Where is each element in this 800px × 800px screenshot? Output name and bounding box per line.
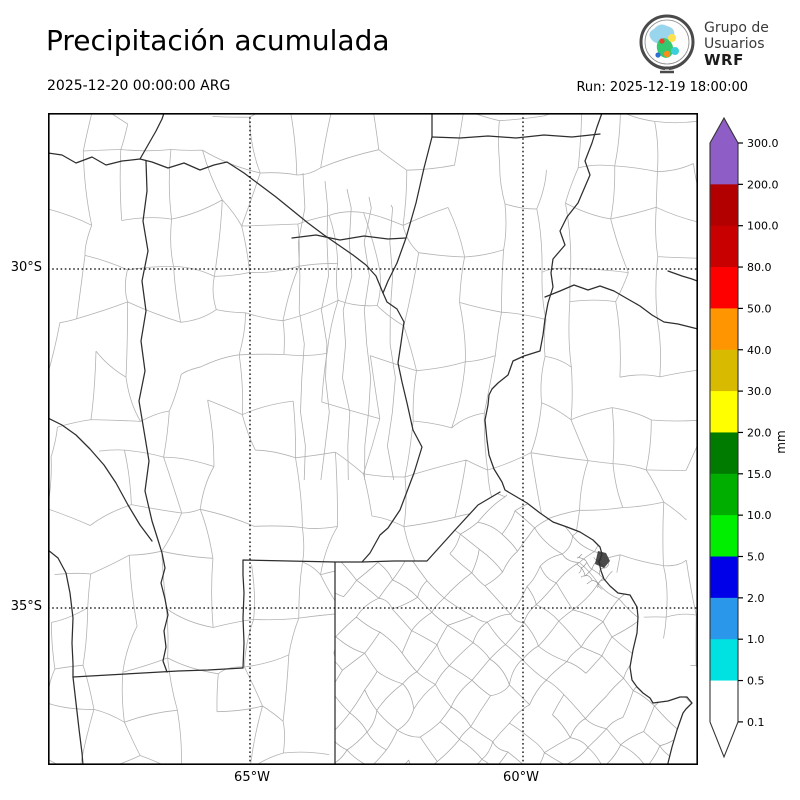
wrf-logo-globe-icon <box>639 14 695 74</box>
colorbar-top-arrow <box>710 118 738 143</box>
colorbar-units-label: mm <box>774 430 788 453</box>
map-frame <box>48 113 698 765</box>
border-cordoba-wedge <box>361 113 433 563</box>
border-northwest-branch <box>139 113 165 160</box>
colorbar-segment <box>710 184 738 227</box>
colorbar-tick-label: 30.0 <box>747 385 772 398</box>
cordoba-department-strips <box>297 172 396 481</box>
colorbar-segment <box>710 225 738 268</box>
rio-de-la-plata-water <box>593 540 698 765</box>
colorbar-tick-label: 50.0 <box>747 302 772 315</box>
colorbar-tick-label: 40.0 <box>747 344 772 357</box>
parana-river <box>484 113 693 765</box>
colorbar-segment <box>710 432 738 475</box>
colorbar-segment <box>710 391 738 433</box>
colorbar-tick-label: 20.0 <box>747 426 772 439</box>
colorbar-segment <box>710 267 738 309</box>
department-boundaries-mesh <box>48 113 698 765</box>
colorbar-segment <box>710 143 738 185</box>
border-santafe-north <box>431 133 601 139</box>
colorbar-segment <box>710 639 738 682</box>
wrf-users-group-logo: Grupo de Usuarios WRF <box>636 8 796 80</box>
colorbar-tick-label: 0.5 <box>747 675 765 688</box>
buenosaires-province-area <box>335 492 692 765</box>
logo-text-line1: Grupo de <box>704 20 769 36</box>
logo-text-line2: Usuarios <box>704 36 765 52</box>
colorbar-segment <box>710 515 738 557</box>
colorbar-tick-label: 10.0 <box>747 509 772 522</box>
logo-text-wrf: WRF <box>704 51 744 69</box>
colorbar-bottom-arrow <box>710 721 738 757</box>
colorbar-tick-label: 100.0 <box>747 220 779 233</box>
page-title: Precipitación acumulada <box>46 24 390 57</box>
lat-label-30s: 30°S <box>10 260 42 275</box>
precipitation-colorbar: 300.0 200.0 100.0 80.0 50.0 40.0 30.0 20.0 15.0 1… <box>709 116 788 759</box>
colorbar-tick-label: 2.0 <box>747 592 765 605</box>
lon-label-65w: 65°W <box>234 770 270 785</box>
border-cordoba-sanluis <box>242 559 336 669</box>
lat-label-35s: 35°S <box>10 599 42 614</box>
border-north-spur <box>291 234 407 241</box>
colorbar-tick-label: 200.0 <box>747 178 779 191</box>
map-panel <box>48 113 698 765</box>
border-lapampa-west <box>72 676 84 765</box>
colorbar-segment <box>710 308 738 351</box>
border-northeast-short <box>667 270 698 282</box>
graticule-gridlines <box>48 113 698 765</box>
border-sanluis-lapampa <box>72 667 244 678</box>
valid-time-label: 2025-12-20 00:00:00 ARG <box>47 78 231 94</box>
colorbar-tick-label: 300.0 <box>747 137 779 150</box>
lon-label-60w: 60°W <box>503 770 539 785</box>
west-meander-river <box>138 160 169 673</box>
border-northwest <box>48 152 384 294</box>
province-borders <box>48 113 698 765</box>
border-mendoza-east <box>48 549 74 678</box>
run-time-label: Run: 2025-12-19 18:00:00 <box>576 80 748 95</box>
border-buenosaires-west <box>334 491 501 765</box>
colorbar-tick-label: 5.0 <box>747 551 765 564</box>
colorbar-segment <box>710 556 738 599</box>
colorbar-tick-label: 0.1 <box>747 716 765 729</box>
colorbar-tick-label: 15.0 <box>747 468 772 481</box>
colorbar-segment <box>710 597 738 640</box>
border-west-diagonal <box>48 417 153 542</box>
argentina-provinces-map <box>48 113 698 765</box>
colorbar-segment <box>710 680 738 723</box>
colorbar-tick-label: 1.0 <box>747 633 765 646</box>
colorbar-segment <box>710 473 738 516</box>
colorbar-segment <box>710 349 738 392</box>
salado-river <box>544 284 698 330</box>
colorbar-tick-label: 80.0 <box>747 261 772 274</box>
colorbar-panel: 300.0 200.0 100.0 80.0 50.0 40.0 30.0 20.0 15.0 1… <box>706 112 800 772</box>
